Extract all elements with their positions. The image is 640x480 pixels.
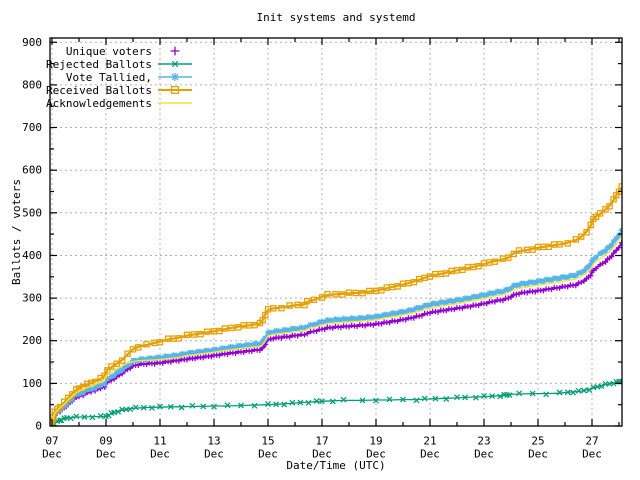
x-tick-label-day: 25 xyxy=(531,435,544,448)
x-tick-label-day: 11 xyxy=(153,435,166,448)
y-tick-label: 800 xyxy=(22,78,42,91)
y-tick-label: 100 xyxy=(22,377,42,390)
x-tick-label-month: Dec xyxy=(258,448,278,461)
legend-sample-marker-square-icon xyxy=(170,85,180,95)
x-tick-label-month: Dec xyxy=(312,448,332,461)
y-tick-label: 300 xyxy=(22,292,42,305)
y-tick-label: 500 xyxy=(22,206,42,219)
x-tick-label-month: Dec xyxy=(582,448,602,461)
series-line-received-ballots xyxy=(50,186,622,426)
x-tick-label-day: 19 xyxy=(369,435,382,448)
x-tick-label-day: 21 xyxy=(423,435,436,448)
plot-area: 07Dec09Dec11Dec13Dec15Dec17Dec19Dec21Dec… xyxy=(22,36,623,461)
plot-frame xyxy=(49,37,623,427)
x-tick-label-day: 07 xyxy=(45,435,58,448)
y-axis-label: Ballots / voters xyxy=(10,179,23,285)
x-tick-label-month: Dec xyxy=(528,448,548,461)
legend-label-1: Rejected Ballots xyxy=(46,58,152,71)
y-tick-label: 700 xyxy=(22,121,42,134)
x-tick-label-day: 13 xyxy=(207,435,220,448)
series-markers-received-ballots xyxy=(50,183,622,426)
y-tick-label: 200 xyxy=(22,334,42,347)
series-line-unique-voters xyxy=(50,242,622,426)
x-axis-label: Date/Time (UTC) xyxy=(286,459,385,472)
tick-labels: 07Dec09Dec11Dec13Dec15Dec17Dec19Dec21Dec… xyxy=(22,36,602,461)
legend-sample-marker-plus-icon xyxy=(170,46,180,56)
x-tick-label-month: Dec xyxy=(42,448,62,461)
legend-label-4: Acknowledgements xyxy=(46,97,152,110)
x-tick-label-month: Dec xyxy=(420,448,440,461)
series-line-acknowledgements xyxy=(50,236,622,426)
x-tick-label-month: Dec xyxy=(96,448,116,461)
legend-sample-marker-star-icon xyxy=(171,73,179,81)
series-line-vote-tallied xyxy=(50,230,622,426)
legend-sample-marker-cross-icon xyxy=(171,60,179,68)
x-tick-label-day: 23 xyxy=(477,435,490,448)
x-tick-label-month: Dec xyxy=(474,448,494,461)
y-tick-label: 400 xyxy=(22,249,42,262)
axes-frame xyxy=(49,37,623,427)
x-tick-label-day: 15 xyxy=(261,435,274,448)
x-tick-label-day: 27 xyxy=(585,435,598,448)
legend-label-0: Unique voters xyxy=(66,45,152,58)
chart-title: Init systems and systemd xyxy=(257,11,416,24)
y-tick-label: 600 xyxy=(22,164,42,177)
legend-label-3: Received Ballots xyxy=(46,84,152,97)
x-tick-label-month: Dec xyxy=(150,448,170,461)
x-tick-label-day: 17 xyxy=(315,435,328,448)
x-tick-label-month: Dec xyxy=(204,448,224,461)
x-tick-label-day: 09 xyxy=(99,435,112,448)
y-tick-label: 0 xyxy=(35,420,42,433)
legend-label-2: Vote Tallied, xyxy=(66,71,152,84)
x-tick-label-month: Dec xyxy=(366,448,386,461)
grid xyxy=(50,38,622,427)
series-layer xyxy=(50,183,622,426)
y-tick-label: 900 xyxy=(22,36,42,49)
series-line-rejected-ballots xyxy=(51,380,622,426)
